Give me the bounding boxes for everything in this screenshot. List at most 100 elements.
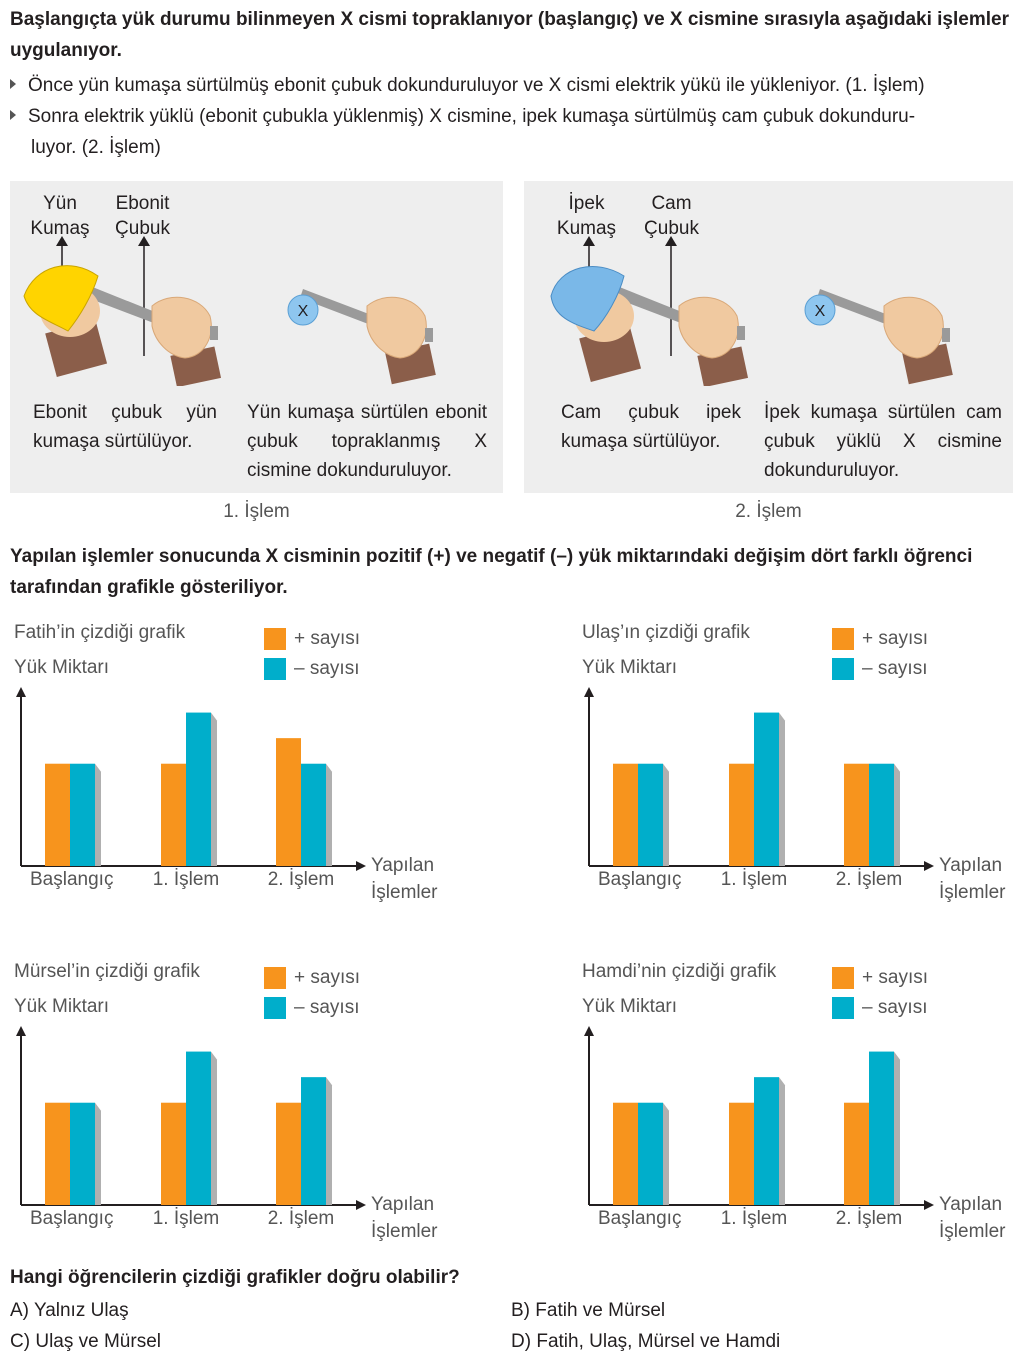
x-tick-label: 2. İşlem bbox=[835, 1208, 903, 1229]
x-axis-label-line: Yapılan bbox=[939, 1194, 1003, 1215]
step-2-label: 2. İşlem bbox=[735, 501, 802, 522]
x-axis-label-line: İşlemler bbox=[371, 882, 438, 903]
bar-minus bbox=[70, 763, 95, 866]
bar-shadow bbox=[663, 763, 669, 866]
bar-minus bbox=[754, 1077, 779, 1205]
x-tick-label: Başlangıç bbox=[30, 869, 114, 890]
option-b[interactable]: B) Fatih ve Mürsel bbox=[511, 1300, 666, 1321]
bar-shadow bbox=[779, 712, 785, 866]
bar-shadow bbox=[326, 763, 332, 866]
legend-item: + sayısı bbox=[832, 963, 928, 993]
x-axis-label: Yapılan İşlemler bbox=[371, 1191, 438, 1245]
x-ball-label: X bbox=[815, 303, 826, 320]
y-axis-arrow-icon bbox=[16, 687, 26, 697]
chart-title: Hamdi’nin çizdiği grafik bbox=[582, 961, 777, 982]
caption-touch: Yün kumaşa sürtülen ebonit çubuk toprakl… bbox=[247, 402, 487, 481]
bar-minus bbox=[869, 763, 894, 866]
bullet-2-text: Sonra elektrik yüklü (ebonit çubukla yük… bbox=[28, 106, 916, 127]
x-tick-label: Başlangıç bbox=[30, 1208, 114, 1229]
chart-legend: + sayısı – sayısı bbox=[832, 624, 928, 684]
x-tick-label: 1. İşlem bbox=[152, 1208, 220, 1229]
bar-plus bbox=[613, 763, 638, 866]
legend-item: – sayısı bbox=[832, 654, 928, 684]
bar-minus bbox=[186, 1051, 211, 1205]
x-axis-label-line: İşlemler bbox=[939, 882, 1006, 903]
x-axis-arrow-icon bbox=[356, 861, 366, 871]
x-ball-label: X bbox=[298, 303, 309, 320]
x-axis-arrow-icon bbox=[924, 861, 934, 871]
step-1-label: 1. İşlem bbox=[223, 501, 290, 522]
chart-legend: + sayısı – sayısı bbox=[264, 624, 360, 684]
x-axis-label: Yapılan İşlemler bbox=[939, 852, 1006, 906]
y-axis-label: Yük Miktarı bbox=[14, 996, 110, 1017]
bullet-1-text: Önce yün kumaşa sürtülmüş ebonit çubuk d… bbox=[28, 75, 925, 96]
legend-item: – sayısı bbox=[832, 993, 928, 1023]
bullet-triangle-icon bbox=[10, 79, 16, 89]
bar-shadow bbox=[663, 1102, 669, 1205]
bar-plus bbox=[161, 1102, 186, 1205]
legend-swatch bbox=[832, 967, 854, 989]
bar-plus bbox=[276, 738, 301, 866]
bar-minus bbox=[638, 1102, 663, 1205]
bullet-step-2: Sonra elektrik yüklü (ebonit çubukla yük… bbox=[10, 101, 1015, 163]
legend-label: + sayısı bbox=[294, 967, 360, 988]
caption-rub: Ebonit çubuk yün kumaşa sürtülüyor. bbox=[33, 402, 217, 452]
y-axis-arrow-icon bbox=[584, 687, 594, 697]
question-final: Hangi öğrencilerin çizdiği grafikler doğ… bbox=[10, 1267, 460, 1288]
legend-label: – sayısı bbox=[294, 997, 360, 1018]
x-axis-arrow-icon bbox=[356, 1200, 366, 1210]
y-axis-arrow-icon bbox=[16, 1026, 26, 1036]
chart-fatih: Fatih’in çizdiği grafik Yük Miktarı + sayı… bbox=[14, 622, 464, 922]
option-a[interactable]: A) Yalnız Ulaş bbox=[10, 1300, 129, 1321]
rubbing-illustration: X bbox=[23, 236, 436, 386]
bullet-triangle-icon bbox=[10, 110, 16, 120]
legend-label: – sayısı bbox=[862, 997, 928, 1018]
x-tick-label: 1. İşlem bbox=[720, 1208, 788, 1229]
legend-label: + sayısı bbox=[862, 628, 928, 649]
legend-item: – sayısı bbox=[264, 993, 360, 1023]
bar-minus bbox=[301, 1077, 326, 1205]
bar-minus bbox=[301, 763, 326, 866]
rubbing-illustration: X bbox=[550, 236, 953, 386]
y-axis-label: Yük Miktarı bbox=[582, 657, 678, 678]
y-axis-label: Yük Miktarı bbox=[582, 996, 678, 1017]
x-axis-label-line: İşlemler bbox=[939, 1221, 1006, 1242]
x-axis-label-line: İşlemler bbox=[371, 1221, 438, 1242]
legend-label: – sayısı bbox=[294, 658, 360, 679]
legend-label: – sayısı bbox=[862, 658, 928, 679]
bar-shadow bbox=[95, 1102, 101, 1205]
bar-plus bbox=[45, 763, 70, 866]
chart-plot bbox=[16, 687, 366, 871]
legend-label: + sayısı bbox=[294, 628, 360, 649]
bar-shadow bbox=[211, 712, 217, 866]
bullet-step-1: Önce yün kumaşa sürtülmüş ebonit çubuk d… bbox=[10, 70, 1015, 101]
bar-plus bbox=[844, 1102, 869, 1205]
legend-item: + sayısı bbox=[264, 624, 360, 654]
legend-swatch bbox=[264, 658, 286, 680]
panel-step-2: İpek Kumaş Cam Çubuk X Cam çubuk ipek kuma… bbox=[524, 181, 1013, 493]
chart-mursel: Mürsel’in çizdiği grafik Yük Miktarı + say… bbox=[14, 961, 464, 1261]
option-c[interactable]: C) Ulaş ve Mürsel bbox=[10, 1331, 161, 1352]
bar-shadow bbox=[211, 1051, 217, 1205]
chart-title: Fatih’in çizdiği grafik bbox=[14, 622, 186, 643]
bar-plus bbox=[729, 763, 754, 866]
option-d[interactable]: D) Fatih, Ulaş, Mürsel ve Hamdi bbox=[511, 1331, 781, 1352]
y-axis-label: Yük Miktarı bbox=[14, 657, 110, 678]
legend-swatch bbox=[832, 997, 854, 1019]
x-tick-label: Başlangıç bbox=[598, 1208, 682, 1229]
legend-swatch bbox=[264, 628, 286, 650]
legend-item: + sayısı bbox=[264, 963, 360, 993]
bar-minus bbox=[638, 763, 663, 866]
bar-plus bbox=[45, 1102, 70, 1205]
bar-plus bbox=[276, 1102, 301, 1205]
bar-minus bbox=[186, 712, 211, 866]
legend-label: + sayısı bbox=[862, 967, 928, 988]
question-intro: Başlangıçta yük durumu bilinmeyen X cism… bbox=[10, 9, 1009, 61]
chart-plot bbox=[16, 1026, 366, 1210]
caption-touch: İpek kumaşa sürtülen cam çubuk yüklü X c… bbox=[764, 402, 1002, 481]
bar-shadow bbox=[326, 1077, 332, 1205]
x-tick-label: Başlangıç bbox=[598, 869, 682, 890]
chart-title: Mürsel’in çizdiği grafik bbox=[14, 961, 200, 982]
panel-step-1: Yün Kumaş Ebonit Çubuk X Ebonit çubuk yün … bbox=[10, 181, 503, 493]
legend-swatch bbox=[264, 997, 286, 1019]
